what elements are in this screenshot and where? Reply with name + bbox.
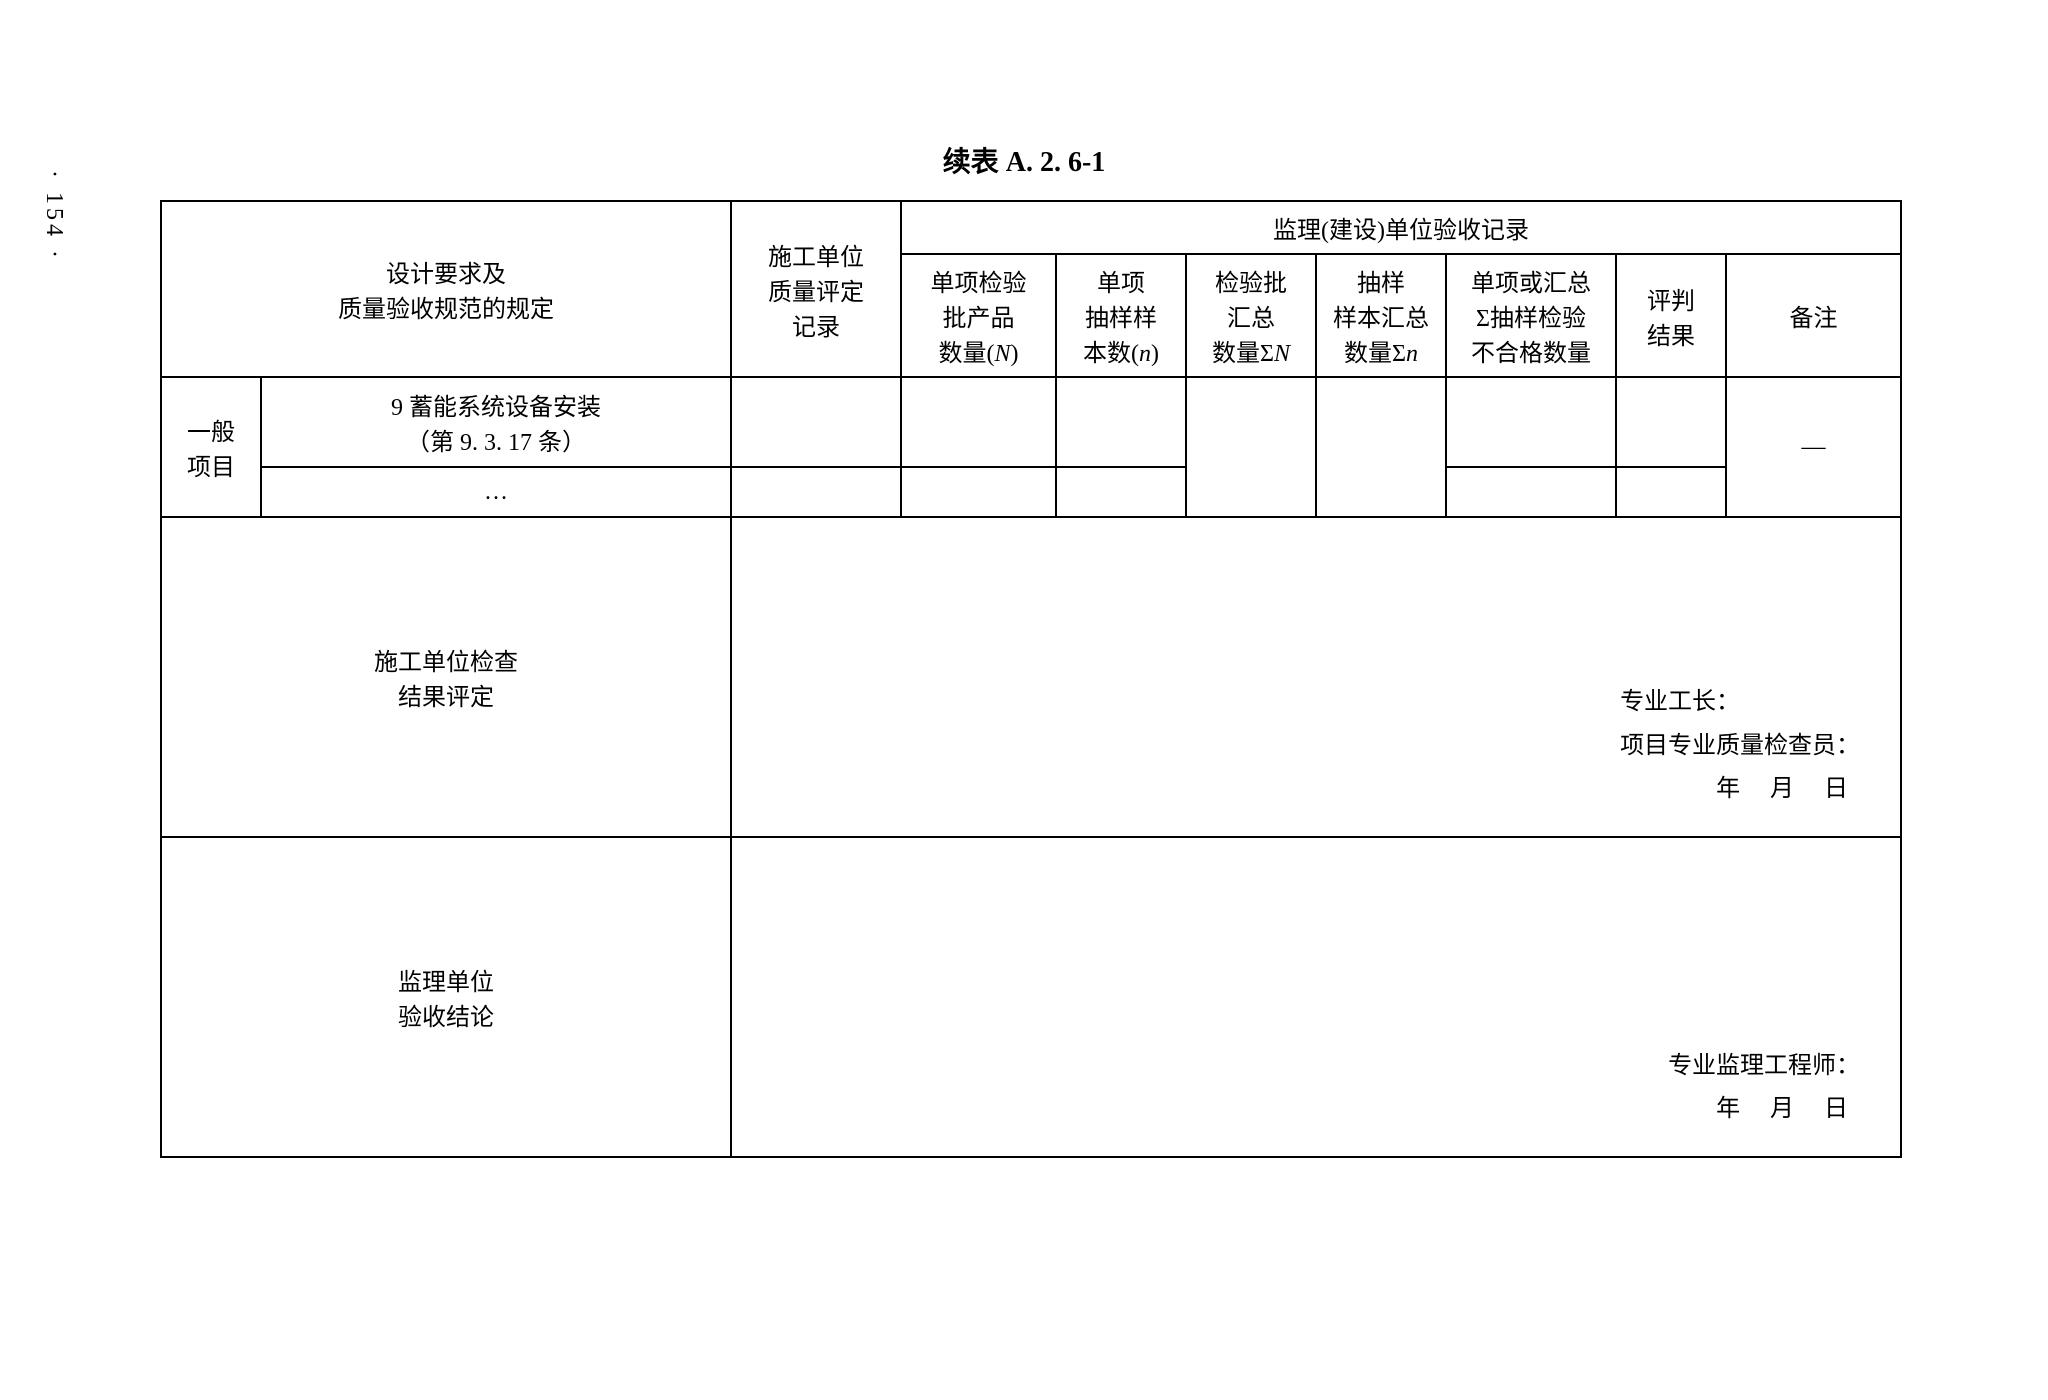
- header-sub-c5: 单项或汇总 Σ抽样检验 不合格数量: [1446, 254, 1616, 377]
- header-construction-record: 施工单位 质量评定 记录: [731, 201, 901, 377]
- inspector-label: 项目专业质量检查员：: [1620, 725, 1860, 768]
- engineer-label: 专业监理工程师：: [1668, 1045, 1860, 1088]
- header-sub-c4: 抽样样本汇总数量Σn: [1316, 254, 1446, 377]
- cell-empty: [731, 467, 901, 517]
- foreman-label: 专业工长：: [1620, 681, 1860, 724]
- cell-remark-dash: —: [1726, 377, 1901, 517]
- cell-empty: [901, 377, 1056, 467]
- inspection-form-table: 设计要求及 质量验收规范的规定 施工单位 质量评定 记录 监理(建设)单位验收记…: [160, 200, 1902, 1158]
- header-sub-c3: 检验批汇总数量ΣN: [1186, 254, 1316, 377]
- supervision-signature: 专业监理工程师： 年 月 日: [731, 837, 1901, 1157]
- table-title: 续表 A. 2. 6-1: [60, 140, 1988, 180]
- supervision-conclusion-label: 监理单位 验收结论: [161, 837, 731, 1157]
- header-sub-c6: 评判 结果: [1616, 254, 1726, 377]
- cell-empty: [1446, 377, 1616, 467]
- supervision-date: 年 月 日: [1668, 1088, 1860, 1131]
- cell-empty: [1056, 467, 1186, 517]
- header-supervision: 监理(建设)单位验收记录: [901, 201, 1901, 254]
- construction-date: 年 月 日: [1620, 768, 1860, 811]
- general-item-row-2: …: [161, 467, 1901, 517]
- cell-empty: [1616, 377, 1726, 467]
- general-items-label: 一般 项目: [161, 377, 261, 517]
- construction-check-signature: 专业工长： 项目专业质量检查员： 年 月 日: [731, 517, 1901, 837]
- header-sub-c2: 单项抽样样本数(n): [1056, 254, 1186, 377]
- header-row-1: 设计要求及 质量验收规范的规定 施工单位 质量评定 记录 监理(建设)单位验收记…: [161, 201, 1901, 254]
- cell-empty: [1616, 467, 1726, 517]
- cell-empty: [1186, 377, 1316, 517]
- construction-check-row: 施工单位检查 结果评定 专业工长： 项目专业质量检查员： 年 月 日: [161, 517, 1901, 837]
- header-sub-c1: 单项检验批产品数量(N): [901, 254, 1056, 377]
- cell-empty: [1316, 377, 1446, 517]
- cell-empty: [731, 377, 901, 467]
- page-number: · 154 ·: [40, 170, 67, 262]
- supervision-conclusion-row: 监理单位 验收结论 专业监理工程师： 年 月 日: [161, 837, 1901, 1157]
- general-item-row-1: 一般 项目 9 蓄能系统设备安装 （第 9. 3. 17 条） —: [161, 377, 1901, 467]
- item-9-storage: 9 蓄能系统设备安装 （第 9. 3. 17 条）: [261, 377, 731, 467]
- item-ellipsis: …: [261, 467, 731, 517]
- cell-empty: [1056, 377, 1186, 467]
- cell-empty: [901, 467, 1056, 517]
- cell-empty: [1446, 467, 1616, 517]
- header-sub-c7: 备注: [1726, 254, 1901, 377]
- construction-check-label: 施工单位检查 结果评定: [161, 517, 731, 837]
- header-design-req: 设计要求及 质量验收规范的规定: [161, 201, 731, 377]
